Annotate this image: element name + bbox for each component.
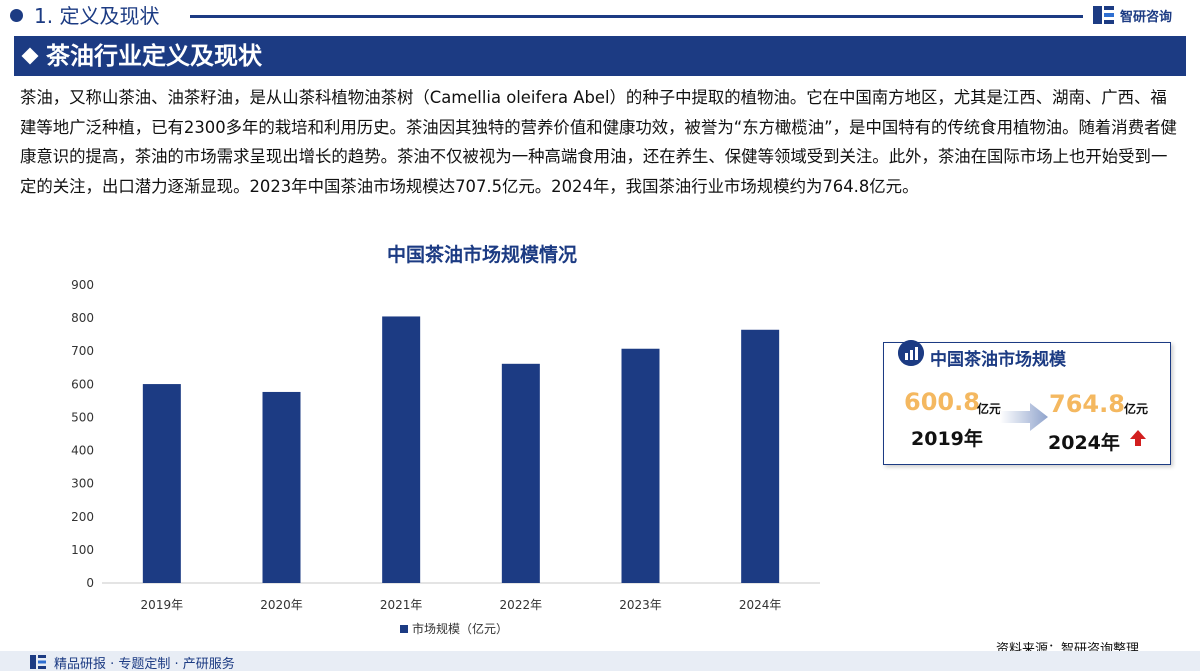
y-tick-label: 500 [71, 410, 94, 424]
bar [501, 363, 540, 583]
y-tick-label: 900 [71, 278, 94, 292]
brand-logo: 智研咨询 [1092, 4, 1172, 26]
kpi-start-value: 600.8 [904, 388, 980, 416]
bar [382, 316, 421, 583]
y-tick-label: 200 [71, 510, 94, 524]
section-title: 1. 定义及现状 [34, 4, 160, 28]
kpi-end-year: 2024年 [1048, 432, 1120, 454]
intro-paragraph: 茶油，又称山茶油、油茶籽油，是从山茶科植物油茶树（Camellia oleife… [20, 88, 1177, 196]
x-tick-label: 2020年 [260, 598, 303, 612]
x-tick-label: 2023年 [619, 598, 662, 612]
right-arrow-icon [1000, 403, 1048, 431]
kpi-card [883, 342, 1171, 465]
y-tick-label: 800 [71, 311, 94, 325]
bar [621, 348, 660, 583]
legend-swatch [400, 625, 408, 633]
chart-trend-icon [898, 340, 924, 366]
legend-label: 市场规模（亿元） [412, 621, 508, 636]
kpi-start-year: 2019年 [911, 428, 983, 450]
brand-logo-icon [1093, 6, 1114, 24]
footer-band [0, 651, 1200, 671]
y-tick-label: 700 [71, 344, 94, 358]
y-tick-label: 0 [86, 576, 94, 590]
page-title: 茶油行业定义及现状 [46, 42, 262, 70]
chart-title: 中国茶油市场规模情况 [386, 244, 577, 266]
y-tick-label: 300 [71, 477, 94, 491]
bar [262, 391, 301, 583]
x-tick-label: 2019年 [141, 598, 184, 612]
footer-logo-icon [30, 655, 46, 669]
x-tick-label: 2024年 [739, 598, 782, 612]
y-tick-label: 100 [71, 543, 94, 557]
bar [142, 384, 181, 583]
y-tick-label: 600 [71, 377, 94, 391]
x-tick-label: 2022年 [500, 598, 543, 612]
up-arrow-icon [1130, 430, 1146, 446]
footer-tagline: 精品研报 · 专题定制 · 产研服务 [54, 657, 235, 672]
kpi-end-unit: 亿元 [1124, 402, 1149, 416]
top-bar: 1. 定义及现状 智研咨询 [0, 0, 1200, 32]
top-divider [190, 15, 1083, 18]
y-tick-label: 400 [71, 444, 94, 458]
kpi-title: 中国茶油市场规模 [930, 350, 1066, 370]
section-dot-icon [10, 9, 23, 22]
x-tick-label: 2021年 [380, 598, 423, 612]
kpi-end-value: 764.8 [1049, 390, 1125, 418]
brand-name: 智研咨询 [1120, 9, 1173, 25]
bar [741, 329, 780, 583]
kpi-start-unit: 亿元 [977, 402, 1002, 416]
header-band [14, 36, 1186, 76]
